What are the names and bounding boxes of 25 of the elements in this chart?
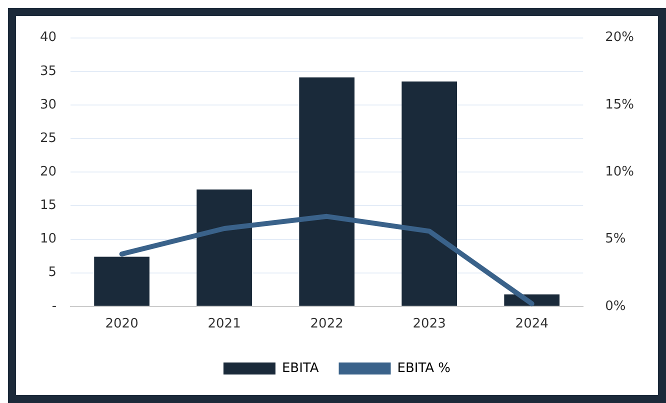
y-tick-label: 25 [40,130,57,146]
bar [94,256,150,306]
y-tick-label: 15 [40,198,57,214]
legend-label: EBITA [282,360,319,376]
y2-tick-label: 20% [605,30,634,46]
x-tick-label: 2023 [412,316,446,332]
x-tick-label: 2020 [105,316,138,332]
y2-tick-label: 10% [605,164,634,180]
bar [402,81,458,306]
legend-label: EBITA % [397,360,451,376]
x-tick-label: 2022 [310,316,344,332]
y-tick-label: 5 [48,265,57,280]
y2-tick-label: 5% [605,232,626,247]
y-tick-label: 20 [40,164,57,180]
y-tick-label: 30 [40,97,57,112]
y-tick-label: 35 [40,64,57,79]
y2-tick-label: 0% [605,298,626,314]
x-tick-label: 2021 [208,316,241,332]
y-tick-label: 10 [40,232,57,247]
bar [299,77,354,306]
y2-tick-label: 15% [605,97,634,112]
y-tick-label: 40 [40,30,57,46]
x-tick-label: 2024 [515,316,548,332]
y-tick-label: - [52,298,57,314]
bar [196,190,252,306]
